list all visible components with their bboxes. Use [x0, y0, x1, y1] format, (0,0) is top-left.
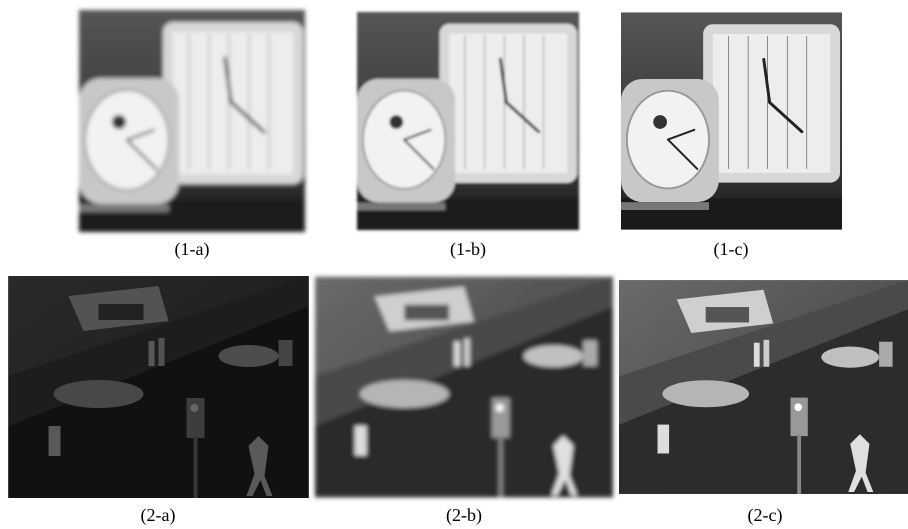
caption: (1-a) [175, 239, 210, 260]
caption: (2-a) [141, 505, 176, 526]
caption: (2-b) [446, 505, 482, 526]
figure: (1-a) (1-b) (1-c) (2-a) (2-b) (2-c) [0, 0, 908, 529]
image-1a [79, 10, 305, 232]
caption: (1-c) [714, 239, 749, 260]
caption: (2-c) [748, 505, 783, 526]
image-1c [621, 12, 842, 229]
caption: (1-b) [450, 239, 486, 260]
image-2a [8, 276, 309, 498]
image-2b [315, 277, 613, 498]
image-1b [357, 12, 579, 230]
image-2c [619, 280, 908, 494]
